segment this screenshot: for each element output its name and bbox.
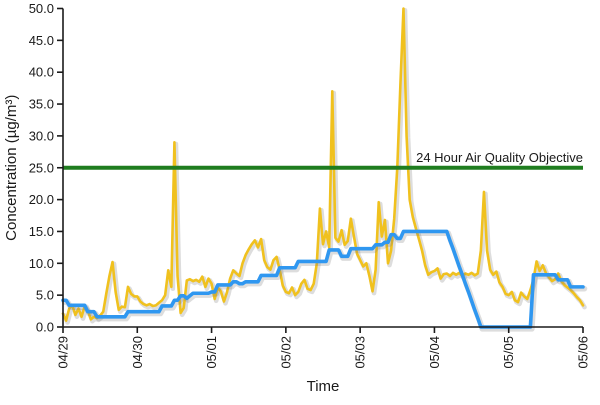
y-tick-label: 50.0 xyxy=(29,1,54,16)
y-tick-label: 30.0 xyxy=(29,128,54,143)
y-axis-title: Concentration (µg/m³) xyxy=(3,95,20,241)
y-tick-label: 0.0 xyxy=(36,320,54,335)
y-tick-label: 20.0 xyxy=(29,192,54,207)
y-tick-label: 35.0 xyxy=(29,97,54,112)
x-tick-label: 05/06 xyxy=(576,336,591,369)
x-tick-label: 05/04 xyxy=(427,336,442,369)
y-tick-label: 15.0 xyxy=(29,224,54,239)
y-tick-label: 40.0 xyxy=(29,65,54,80)
x-tick-label: 05/05 xyxy=(501,336,516,369)
y-tick-label: 10.0 xyxy=(29,256,54,271)
x-tick-label: 05/01 xyxy=(204,336,219,369)
y-tick-label: 25.0 xyxy=(29,160,54,175)
objective-annotation-label: 24 Hour Air Quality Objective xyxy=(416,150,583,165)
x-tick-label: 04/30 xyxy=(130,336,145,369)
y-tick-label: 5.0 xyxy=(36,288,54,303)
x-axis-title: Time xyxy=(307,378,340,395)
x-tick-label: 05/03 xyxy=(353,336,368,369)
y-tick-label: 45.0 xyxy=(29,33,54,48)
x-tick-label: 05/02 xyxy=(278,336,293,369)
axes-layer: 0.0 5.0 10.0 15.0 20.0 25.0 30.0 35.0 40.0 45.0 50… xyxy=(29,1,591,369)
x-tick-label: 04/29 xyxy=(56,336,71,369)
hourly-concentration-yellow-line xyxy=(61,7,585,322)
